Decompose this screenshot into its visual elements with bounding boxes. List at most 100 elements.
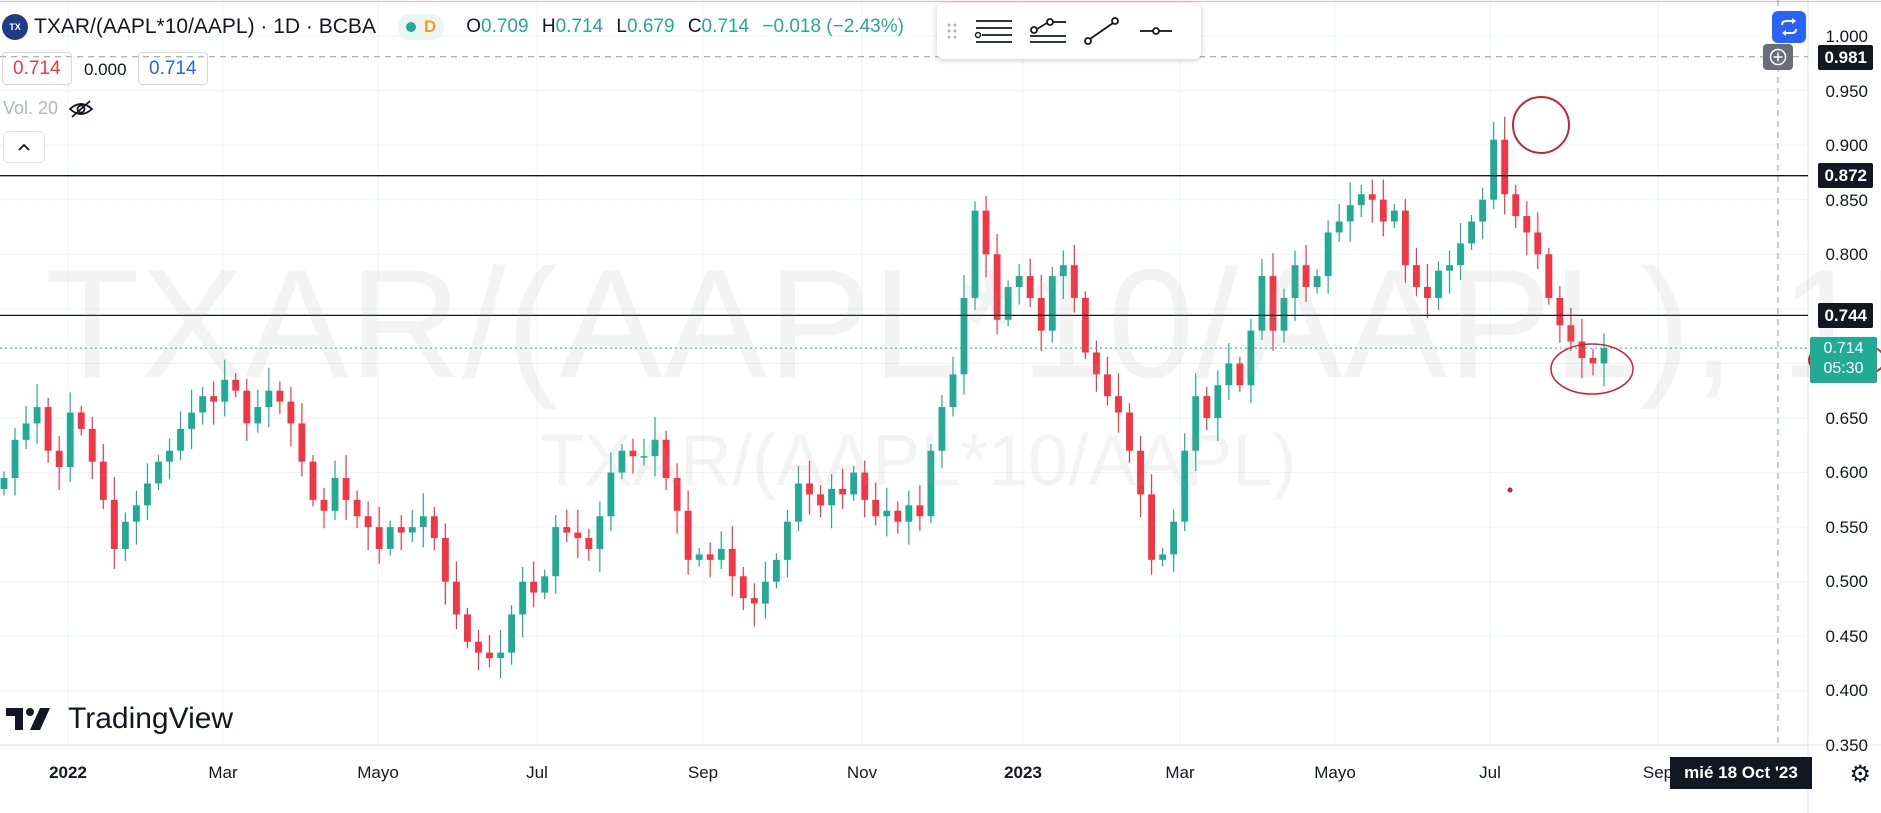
candle-body (552, 527, 560, 577)
candle-body (1236, 363, 1244, 386)
candle-body (1357, 194, 1365, 206)
candle-body (772, 559, 780, 582)
price-axis-label: 0.400 (1825, 681, 1868, 700)
candle-body (1137, 450, 1144, 495)
symbol-watermark: TXAR/(AAPL*10/AAPL), 1D (45, 237, 1881, 410)
candle-body (651, 439, 659, 457)
tradingview-logo-text: TradingView (68, 702, 234, 735)
horizontal-lines-tool-button[interactable] (967, 8, 1021, 54)
candle-body (1468, 221, 1476, 244)
candle-body (1302, 265, 1310, 288)
candle-body (166, 450, 173, 462)
symbol-title[interactable]: TXAR/(AAPL*10/AAPL) · 1D · BCBA (34, 15, 376, 38)
candle-body (44, 407, 52, 451)
candle-body (839, 488, 847, 495)
candle-body (232, 379, 240, 391)
candle-body (320, 499, 328, 511)
candle-body (1115, 396, 1122, 413)
symbol-logo-icon[interactable]: TX (2, 14, 28, 40)
candle-body (144, 483, 151, 506)
candle-body (430, 516, 438, 539)
close-value: 0.714 (701, 16, 750, 37)
price-axis-label: 0.600 (1825, 463, 1868, 482)
candle-body (1269, 276, 1277, 331)
candle-body (927, 450, 935, 517)
candle-body (1335, 221, 1343, 233)
candle-body (331, 478, 339, 511)
candle-body (77, 412, 85, 429)
trend-line-tool-button[interactable] (1075, 8, 1129, 54)
candle-body (618, 450, 626, 473)
tradingview-logo[interactable]: TradingView (6, 702, 233, 736)
market-status-pill[interactable]: D (397, 14, 445, 40)
price-axis-label: 1.000 (1825, 27, 1868, 46)
candle-body (806, 483, 813, 495)
candlestick-series (0, 116, 1608, 679)
candle-body (1203, 396, 1211, 418)
low-value: 0.679 (626, 16, 675, 37)
candle-body (1081, 297, 1089, 353)
price-axis-label: 0.900 (1825, 136, 1868, 155)
candle-body (1390, 210, 1398, 222)
candle-body (872, 499, 880, 517)
candle-body (243, 390, 251, 424)
candle-body (662, 439, 670, 479)
volume-indicator[interactable]: Vol. 20 (3, 98, 94, 119)
collapse-legend-button[interactable] (3, 131, 45, 163)
candle-body (861, 472, 869, 500)
candle-body (1424, 287, 1431, 298)
candle-body (1037, 297, 1045, 331)
candle-body (739, 576, 747, 599)
candle-body (883, 510, 891, 517)
candle-body (607, 472, 615, 517)
candle-body (949, 374, 957, 408)
horizontal-levels (0, 175, 1808, 349)
plus-circle-icon (1769, 48, 1787, 66)
parallel-channel-tool-button[interactable] (1021, 8, 1075, 54)
candle-body (33, 407, 41, 424)
ask-price-button[interactable]: 0.714 (138, 52, 208, 85)
high-value: 0.714 (555, 16, 604, 37)
candle-body (419, 516, 427, 528)
time-axis-label: Mar (1165, 763, 1195, 782)
bid-price-button[interactable]: 0.714 (2, 52, 72, 85)
candle-body (828, 488, 836, 506)
candle-body (298, 423, 306, 462)
candle-body (916, 505, 924, 517)
horizontal-ray-tool-button[interactable] (1129, 8, 1183, 54)
crosshair-date-tag: mié 18 Oct '23 (1670, 757, 1812, 789)
hide-eye-icon[interactable] (68, 99, 94, 119)
price-axis-label: 0.950 (1825, 82, 1868, 101)
candle-body (1104, 374, 1111, 397)
candle-body (486, 652, 493, 659)
drawing-toolbar (937, 3, 1201, 59)
candle-body (894, 510, 902, 522)
candle-body (188, 412, 196, 429)
candle-body (155, 461, 162, 484)
candle-body (1004, 287, 1012, 320)
candle-body (1214, 385, 1222, 418)
candle-body (1368, 194, 1376, 200)
candle-body (1015, 276, 1023, 288)
candle-body (364, 516, 372, 528)
drag-handle-icon[interactable] (937, 22, 967, 40)
candle-body (717, 548, 725, 560)
add-alert-button[interactable] (1763, 44, 1793, 70)
time-axis-label: Mar (208, 763, 238, 782)
price-axis-label: 0.850 (1825, 191, 1868, 210)
crosshair-price-tag: 0.981 (1818, 45, 1873, 70)
candle-body (982, 210, 990, 255)
candle-body (1512, 194, 1520, 217)
parallel-channel-icon (1030, 18, 1066, 43)
candle-body (993, 254, 1001, 320)
price-axis-label: 0.550 (1825, 518, 1868, 537)
candle-body (684, 510, 692, 560)
candle-body (1126, 412, 1133, 451)
settings-gear-icon[interactable]: ⚙ (1849, 761, 1871, 788)
candle-body (585, 538, 593, 549)
fullscreen-button[interactable] (1772, 11, 1806, 43)
candle-body (1313, 276, 1321, 288)
candle-body (673, 478, 681, 511)
horizontal-ray-icon (1140, 27, 1172, 35)
